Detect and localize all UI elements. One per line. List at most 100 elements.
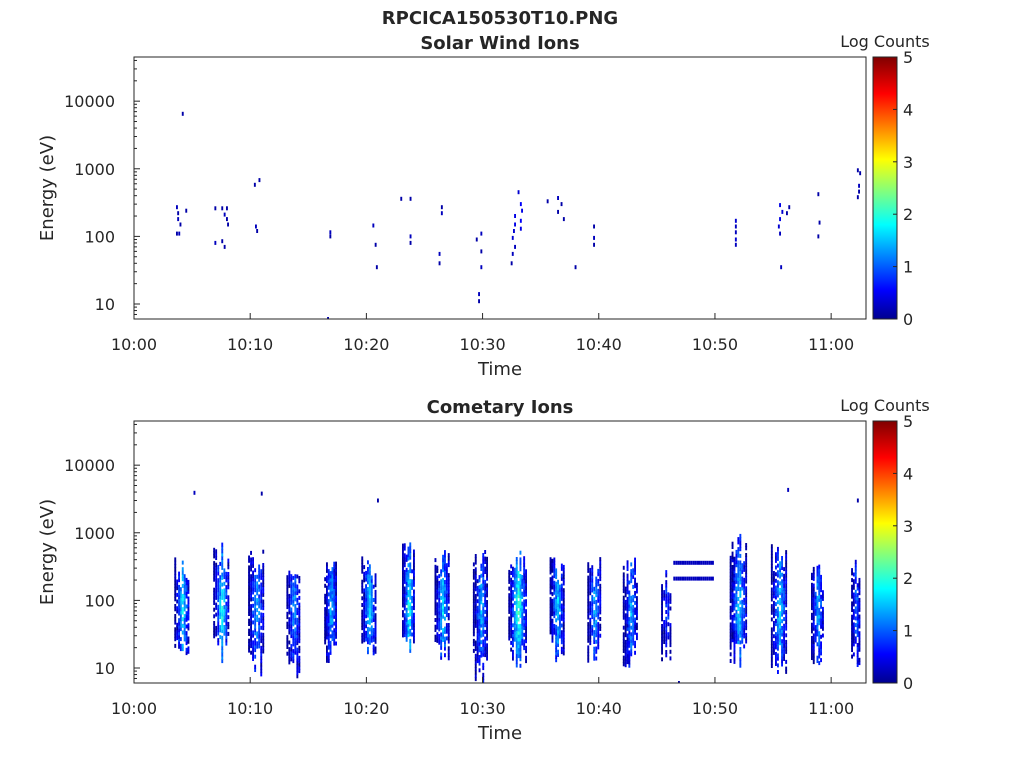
data-cell xyxy=(729,659,732,663)
data-cell xyxy=(735,556,738,561)
data-cell xyxy=(409,602,412,607)
data-cell xyxy=(482,612,485,617)
data-cell xyxy=(557,633,559,638)
data-cell xyxy=(221,642,224,647)
data-cell xyxy=(626,583,629,588)
data-cell xyxy=(523,579,526,584)
x-tick-label: 11:00 xyxy=(808,699,854,718)
data-cell xyxy=(632,634,635,639)
data-cell xyxy=(472,625,475,630)
data-cell xyxy=(262,639,265,644)
data-cell xyxy=(363,595,366,600)
data-cell xyxy=(181,560,184,565)
data-cell xyxy=(480,583,483,588)
data-cell xyxy=(294,647,297,652)
data-cell xyxy=(818,641,821,646)
data-cell xyxy=(593,590,596,595)
data-cell xyxy=(560,573,563,578)
data-cell xyxy=(178,634,180,639)
data-cell xyxy=(733,580,736,584)
data-cell xyxy=(254,601,257,606)
data-cell xyxy=(665,570,668,575)
data-cell xyxy=(436,595,439,600)
data-cell xyxy=(593,623,596,628)
data-cell xyxy=(402,613,404,618)
data-cell xyxy=(683,560,685,565)
data-cell xyxy=(513,229,515,233)
data-cell xyxy=(820,601,822,606)
data-cell xyxy=(517,584,520,589)
data-cell xyxy=(523,569,526,574)
data-cell xyxy=(472,582,475,587)
data-cell xyxy=(174,607,177,612)
data-cell xyxy=(820,594,822,599)
data-cell xyxy=(812,626,815,631)
data-cell xyxy=(260,585,263,590)
data-cell xyxy=(745,599,748,604)
data-cell xyxy=(292,639,295,644)
data-cell xyxy=(562,564,565,569)
data-cell xyxy=(814,605,817,610)
data-cell xyxy=(775,612,777,617)
data-cell xyxy=(248,588,250,593)
data-cell xyxy=(852,595,855,600)
data-cell xyxy=(739,540,742,545)
data-cell xyxy=(219,628,222,633)
data-cell xyxy=(411,612,413,617)
data-cell xyxy=(405,554,408,559)
data-cell xyxy=(818,607,821,612)
data-cell xyxy=(248,608,250,613)
data-cell xyxy=(476,625,479,630)
data-cell xyxy=(480,567,483,571)
data-cell xyxy=(591,628,594,633)
data-cell xyxy=(517,190,520,195)
data-cell xyxy=(296,617,299,622)
data-cell xyxy=(252,583,254,588)
data-cell xyxy=(783,577,785,582)
data-cell xyxy=(254,628,257,633)
data-cell xyxy=(290,644,293,649)
data-cell xyxy=(187,646,190,651)
data-cell xyxy=(484,639,487,644)
data-cell xyxy=(560,633,563,638)
data-cell xyxy=(593,610,596,615)
data-cell xyxy=(217,641,220,646)
data-cell xyxy=(690,560,693,565)
data-cell xyxy=(403,623,406,628)
data-cell xyxy=(333,575,336,579)
data-cell xyxy=(329,634,332,639)
data-cell xyxy=(227,585,230,590)
data-cell xyxy=(557,636,559,641)
data-cell xyxy=(731,574,734,579)
data-cell xyxy=(777,586,779,591)
data-cell xyxy=(179,600,182,605)
data-cell xyxy=(733,649,736,654)
data-cell xyxy=(326,608,328,613)
data-cell xyxy=(741,613,744,618)
data-cell xyxy=(405,597,408,602)
data-cell xyxy=(256,631,259,636)
data-cell xyxy=(260,615,263,620)
data-cell xyxy=(254,598,257,603)
data-cell xyxy=(593,600,596,605)
data-cell xyxy=(517,587,520,592)
data-cell xyxy=(335,561,337,566)
data-cell xyxy=(773,640,775,645)
data-cell xyxy=(729,592,732,597)
data-cell xyxy=(632,638,635,643)
data-cell xyxy=(630,605,633,610)
data-cell xyxy=(370,612,373,617)
data-cell xyxy=(482,622,485,627)
data-cell xyxy=(628,590,631,595)
data-cell xyxy=(361,563,364,567)
data-cell xyxy=(515,613,518,618)
data-cell xyxy=(781,572,783,577)
data-cell xyxy=(213,627,216,632)
data-cell xyxy=(215,552,218,557)
data-cell xyxy=(555,654,558,659)
data-cell xyxy=(729,575,732,580)
data-cell xyxy=(440,622,443,627)
data-cell xyxy=(478,635,481,639)
data-cell xyxy=(745,602,748,607)
data-cell xyxy=(213,621,216,625)
